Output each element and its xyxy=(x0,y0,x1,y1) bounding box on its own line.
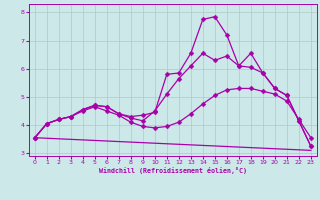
X-axis label: Windchill (Refroidissement éolien,°C): Windchill (Refroidissement éolien,°C) xyxy=(99,167,247,174)
